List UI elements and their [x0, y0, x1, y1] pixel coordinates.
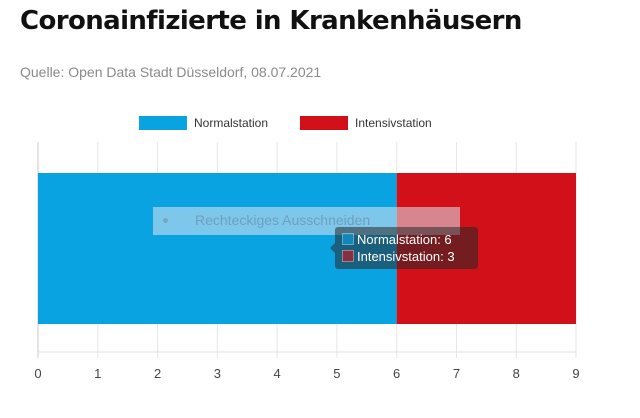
- x-tick-label: 9: [572, 366, 579, 381]
- stacked-bar-chart: Normalstation Intensivstation 0 1 2 3 4 5 6 7 8 9: [34, 116, 580, 381]
- source-subtitle: Quelle: Open Data Stadt Düsseldorf, 08.0…: [20, 64, 322, 80]
- chart-bars: [38, 173, 576, 324]
- x-tick-label: 1: [94, 366, 101, 381]
- x-tick-label: 8: [513, 366, 520, 381]
- x-tick-label: 0: [34, 366, 41, 381]
- bullet-icon: [163, 218, 168, 223]
- tooltip-swatch-normal: [342, 233, 354, 245]
- x-axis-ticks: 0 1 2 3 4 5 6 7 8 9: [34, 366, 579, 381]
- page-title: Coronainfizierte in Krankenhäusern: [20, 6, 522, 36]
- x-tick-label: 7: [453, 366, 460, 381]
- tooltip-row: Normalstation: 6: [342, 231, 452, 247]
- snipping-overlay-text: Rechteckiges Ausschneiden: [195, 212, 371, 228]
- legend-swatch: [139, 116, 187, 130]
- chart-legend[interactable]: Normalstation Intensivstation: [139, 116, 432, 130]
- x-tick-label: 5: [333, 366, 340, 381]
- legend-label: Intensivstation: [355, 116, 432, 130]
- snipping-overlay-label: Rechteckiges Ausschneiden: [153, 207, 460, 235]
- legend-item-normalstation[interactable]: Normalstation: [139, 116, 268, 130]
- tooltip-row: Intensivstation: 3: [342, 248, 455, 264]
- tooltip-text-intensive: Intensivstation: 3: [357, 248, 455, 264]
- x-tick-label: 2: [154, 366, 161, 381]
- x-tick-label: 3: [214, 366, 221, 381]
- tooltip-text-normal: Normalstation: 6: [357, 231, 452, 247]
- x-tick-label: 6: [393, 366, 400, 381]
- tooltip-swatch-intensive: [342, 250, 354, 262]
- chart-tooltip: Normalstation: 6 Intensivstation: 3: [330, 227, 478, 269]
- legend-label: Normalstation: [194, 116, 268, 130]
- x-tick-label: 4: [273, 366, 280, 381]
- legend-item-intensivstation[interactable]: Intensivstation: [300, 116, 432, 130]
- legend-swatch: [300, 116, 348, 130]
- tooltip-arrow-icon: [330, 243, 335, 253]
